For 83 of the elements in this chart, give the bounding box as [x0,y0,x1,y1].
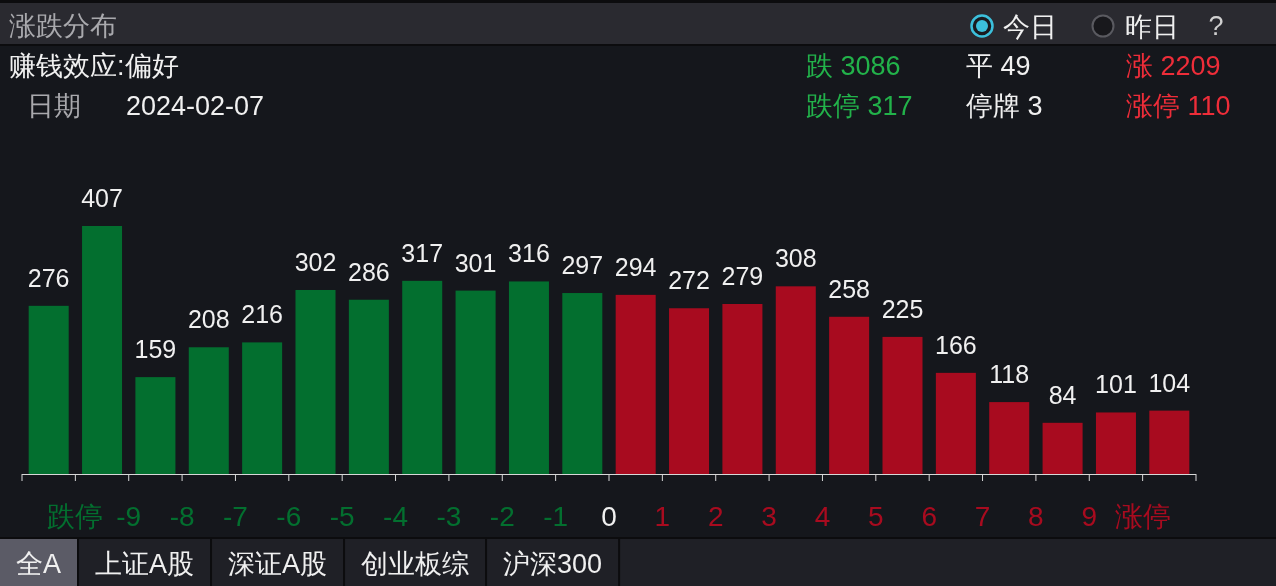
bar [775,286,816,474]
text: 赚钱效应:偏好 [9,51,179,81]
x-tick-label: 跌停 [47,501,104,532]
data-label: 317 [401,238,444,267]
data-label: 294 [614,252,657,281]
x-tick-label: -6 [276,501,302,532]
bar [935,372,976,474]
data-label: 302 [294,247,337,276]
data-label: 118 [989,360,1030,389]
text: 跌停 317 [806,91,913,121]
bar [402,280,443,474]
text: 昨日 [1125,12,1179,42]
x-tick-label: -4 [383,501,408,532]
x-tick-label: 1 [654,501,671,532]
bar [722,304,763,474]
bar [135,377,176,474]
data-label: 166 [935,330,977,359]
bar [242,342,283,474]
x-tick-label: 2 [707,501,724,532]
x-tick-label: -8 [169,501,195,532]
text: 全A [16,549,62,579]
data-label: 276 [27,263,70,292]
data-label: 286 [348,257,390,286]
bar [615,294,656,474]
bar [28,305,69,474]
bar [508,281,549,474]
text: 创业板综 [361,549,470,579]
bar [295,289,336,474]
bar [562,293,603,474]
data-label: 279 [721,262,764,290]
chart-title: 涨跌分布 [9,11,117,41]
data-label: 159 [134,335,177,364]
text: 日期 [27,91,81,121]
data-label: 308 [774,244,817,273]
x-tick-label: -5 [329,501,355,532]
data-label: 216 [241,300,283,329]
data-label: 104 [1148,368,1191,397]
text: 深证A股 [228,549,328,579]
x-tick-label: 3 [761,501,777,532]
text: 跌 3086 [806,51,901,81]
text: 涨停 110 [1126,91,1231,121]
x-tick-label: 5 [868,501,884,532]
bar [348,299,389,474]
x-tick-label: 6 [921,501,937,532]
x-tick-label: 7 [974,501,991,532]
text: 今日 [1003,12,1057,42]
bar [829,316,870,474]
bar [669,308,710,474]
data-label: 84 [1048,380,1077,409]
bar [1149,410,1190,474]
data-label: 272 [668,266,710,295]
data-label: 407 [81,184,123,212]
data-label: 101 [1095,370,1137,399]
text: 上证A股 [95,549,195,579]
data-label: 316 [508,239,550,268]
text: ? [1208,11,1224,41]
x-tick-label: -9 [116,501,142,532]
x-tick-label: 涨停 [1114,501,1171,532]
text: 2024-02-07 [126,91,265,121]
text: 停牌 3 [966,91,1043,121]
bar [1095,412,1136,474]
x-tick-label: 4 [814,501,831,532]
data-label: 208 [187,305,230,334]
x-tick-label: 9 [1081,501,1098,532]
x-tick-label: -3 [436,501,462,532]
text: 沪深300 [503,549,603,579]
data-label: 258 [828,274,870,303]
data-label: 297 [561,251,604,280]
x-tick-label: 8 [1028,501,1044,532]
x-tick-label: -2 [489,501,515,532]
x-tick-label: 0 [601,501,617,532]
data-label: 301 [454,248,497,277]
bar [455,290,496,474]
bar [1042,422,1083,474]
bar [82,226,123,474]
text: 平 49 [966,51,1031,81]
bar [882,336,923,474]
data-label: 225 [881,294,924,323]
x-tick-label: -1 [543,501,569,532]
bar [188,347,229,474]
x-tick-label: -7 [223,501,248,532]
text: 涨 2209 [1126,51,1221,81]
bar [989,402,1030,474]
